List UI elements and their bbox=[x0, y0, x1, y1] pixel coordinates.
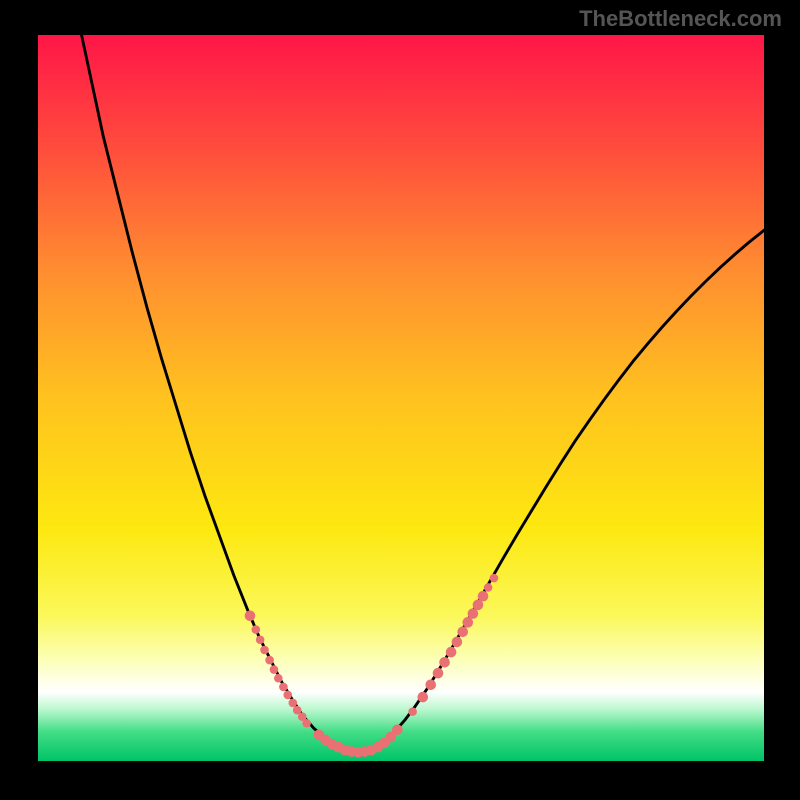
marker-point bbox=[251, 625, 260, 634]
marker-point bbox=[265, 656, 274, 665]
marker-point bbox=[484, 583, 493, 592]
marker-point bbox=[279, 683, 288, 692]
marker-point bbox=[256, 635, 265, 644]
plot-area bbox=[38, 35, 764, 761]
marker-point bbox=[439, 657, 450, 668]
marker-point bbox=[260, 646, 269, 655]
marker-point bbox=[274, 674, 283, 683]
marker-point bbox=[245, 611, 256, 622]
marker-point bbox=[289, 699, 298, 708]
marker-point bbox=[270, 665, 279, 674]
marker-point bbox=[478, 591, 489, 602]
watermark-text: TheBottleneck.com bbox=[579, 6, 782, 32]
marker-point bbox=[417, 692, 428, 703]
marker-point bbox=[302, 719, 311, 728]
stage: TheBottleneck.com bbox=[0, 0, 800, 800]
marker-point bbox=[433, 668, 444, 679]
chart-svg bbox=[38, 35, 764, 761]
marker-point bbox=[283, 691, 292, 700]
marker-point bbox=[408, 707, 417, 716]
marker-point bbox=[446, 647, 457, 658]
marker-point bbox=[457, 626, 468, 637]
marker-point bbox=[425, 679, 436, 690]
marker-point bbox=[392, 724, 403, 735]
marker-point bbox=[490, 574, 499, 583]
marker-point bbox=[452, 637, 463, 648]
chart-background bbox=[38, 35, 764, 761]
